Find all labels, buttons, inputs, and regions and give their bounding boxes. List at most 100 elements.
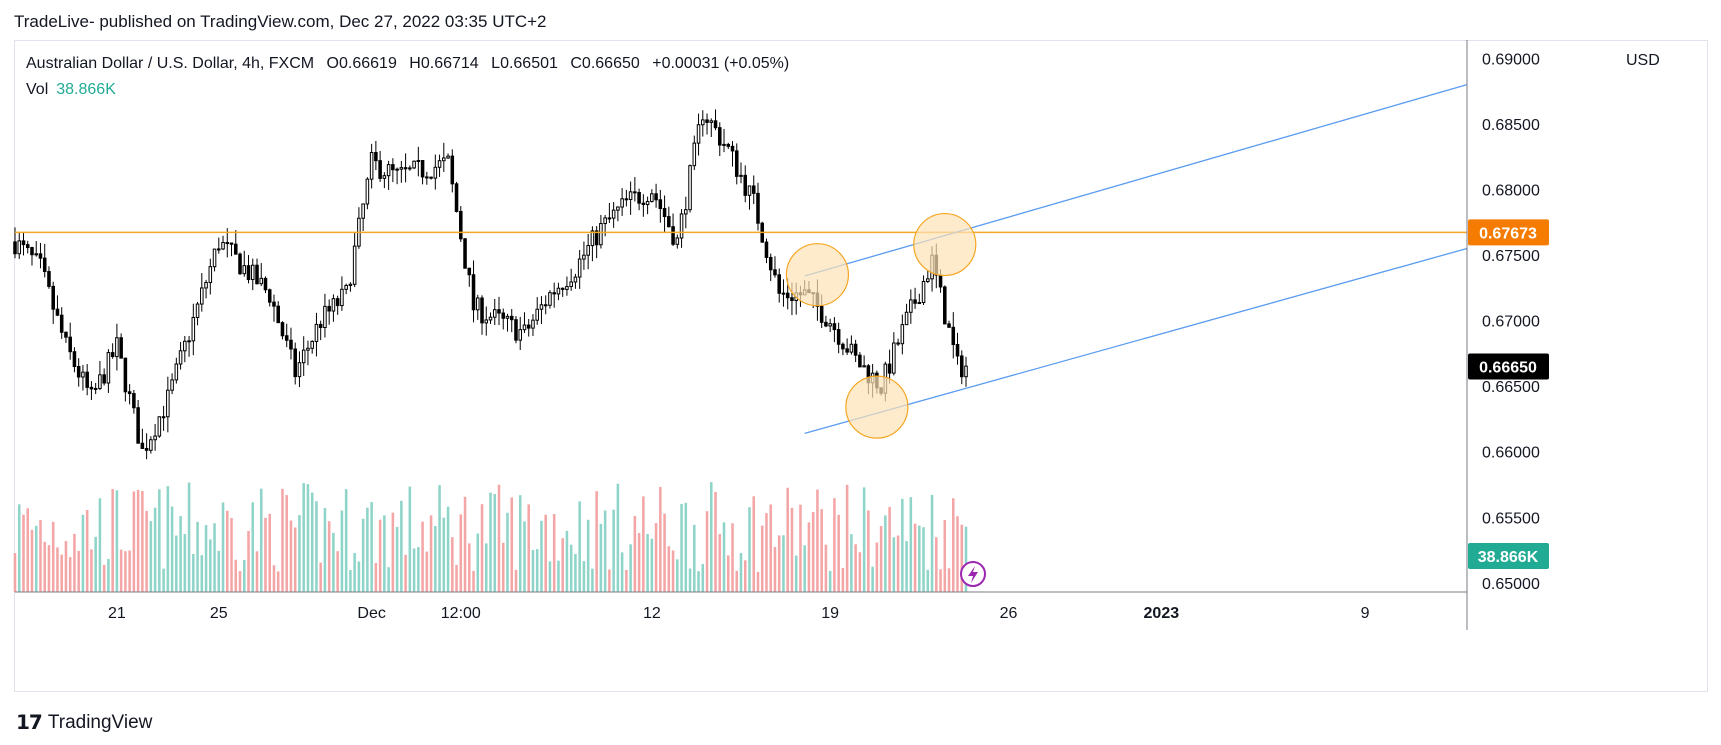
volume-bar bbox=[158, 489, 161, 592]
volume-bar bbox=[879, 526, 883, 592]
candle-body bbox=[144, 447, 149, 451]
volume-bar bbox=[616, 483, 620, 592]
volume-bar bbox=[480, 504, 484, 592]
volume-bar bbox=[242, 559, 246, 592]
candle-body bbox=[701, 119, 705, 126]
volume-bar bbox=[366, 507, 369, 592]
candle-body bbox=[293, 348, 297, 378]
x-tick-label: 12:00 bbox=[441, 605, 481, 622]
volume-bar bbox=[293, 527, 297, 592]
volume-bar bbox=[625, 569, 628, 592]
candle-body bbox=[475, 297, 480, 311]
candle-body bbox=[717, 127, 722, 146]
candle-body bbox=[607, 217, 612, 220]
volume-layer bbox=[13, 482, 968, 592]
candle-body bbox=[743, 174, 748, 196]
candle-body bbox=[174, 363, 179, 381]
volume-bar bbox=[646, 533, 649, 592]
candle-body bbox=[560, 287, 565, 290]
volume-bar bbox=[77, 551, 80, 592]
volume-bar bbox=[209, 539, 212, 592]
volume-bar bbox=[251, 502, 255, 592]
candle-body bbox=[306, 347, 310, 351]
volume-bar bbox=[429, 515, 433, 592]
volume-bar bbox=[162, 568, 165, 592]
channel-trendline bbox=[804, 83, 1468, 277]
volume-bar bbox=[446, 506, 450, 592]
volume-bar bbox=[786, 487, 789, 592]
candle-body bbox=[106, 352, 111, 384]
volume-bar bbox=[276, 571, 280, 592]
volume-bar bbox=[824, 544, 828, 592]
candle-body bbox=[662, 208, 667, 218]
volume-bar bbox=[107, 559, 110, 592]
candle-body bbox=[17, 240, 22, 255]
volume-bar bbox=[336, 551, 339, 592]
candle-body bbox=[255, 264, 259, 285]
candle-body bbox=[896, 342, 900, 345]
volume-bar bbox=[298, 515, 301, 592]
volume-bar bbox=[595, 491, 598, 592]
candle-body bbox=[374, 152, 378, 162]
candle-body bbox=[773, 269, 777, 276]
candle-body bbox=[943, 286, 947, 325]
volume-bar bbox=[926, 569, 930, 592]
volume-bar bbox=[378, 519, 382, 592]
candle-body bbox=[47, 271, 51, 287]
candle-body bbox=[81, 371, 85, 378]
candle-body bbox=[408, 167, 412, 170]
volume-bar bbox=[901, 498, 904, 592]
candle-body bbox=[318, 323, 323, 329]
volume-bar bbox=[451, 537, 454, 592]
tradingview-footer[interactable]: 𝟭𝟳 TradingView bbox=[16, 710, 152, 735]
candle-body bbox=[565, 286, 569, 290]
volume-bar bbox=[637, 533, 641, 592]
candle-body bbox=[459, 210, 463, 240]
volume-bar bbox=[98, 498, 102, 592]
volume-bar bbox=[68, 557, 72, 592]
volume-bar bbox=[943, 520, 947, 592]
volume-bar bbox=[837, 514, 840, 592]
volume-badge-bg bbox=[1468, 543, 1549, 569]
volume-bar bbox=[939, 569, 942, 592]
volume-bar bbox=[387, 567, 390, 592]
volume-bar bbox=[391, 512, 395, 592]
volume-bar bbox=[412, 548, 416, 592]
lightning-bolt-icon bbox=[968, 566, 978, 583]
volume-bar bbox=[124, 551, 127, 592]
volume-bar bbox=[247, 530, 250, 592]
y-tick-label: 0.67000 bbox=[1482, 314, 1540, 331]
volume-bar bbox=[582, 561, 586, 592]
candle-body bbox=[157, 416, 162, 437]
volume-bar bbox=[145, 510, 148, 592]
candle-body bbox=[433, 166, 438, 179]
candle-body bbox=[191, 316, 196, 342]
volume-bar bbox=[255, 551, 259, 592]
open-value: 0.66619 bbox=[339, 55, 397, 72]
candle-body bbox=[314, 323, 319, 342]
candle-body bbox=[297, 362, 302, 378]
volume-bar bbox=[166, 486, 170, 592]
volume-bar bbox=[327, 521, 331, 592]
volume-bar bbox=[671, 550, 675, 592]
volume-bar bbox=[896, 535, 900, 592]
volume-bar bbox=[875, 542, 879, 592]
candle-body bbox=[263, 277, 268, 291]
volume-bar bbox=[773, 547, 777, 592]
level-price-badge: 0.67673 bbox=[1479, 225, 1537, 242]
volume-bar bbox=[578, 501, 581, 592]
tradingview-logo-icon: 𝟭𝟳 bbox=[16, 712, 43, 734]
candle-body bbox=[361, 203, 365, 219]
high-label: H bbox=[409, 55, 421, 72]
candle-body bbox=[454, 183, 459, 212]
candle-body bbox=[679, 213, 684, 239]
volume-bar bbox=[586, 519, 590, 592]
volume-bar bbox=[506, 512, 509, 592]
volume-label: Vol bbox=[26, 81, 49, 98]
volume-bar bbox=[501, 542, 505, 592]
candle-body bbox=[467, 267, 472, 276]
volume-bar bbox=[404, 554, 407, 592]
volume-bar bbox=[149, 521, 153, 592]
candle-body bbox=[696, 124, 701, 144]
